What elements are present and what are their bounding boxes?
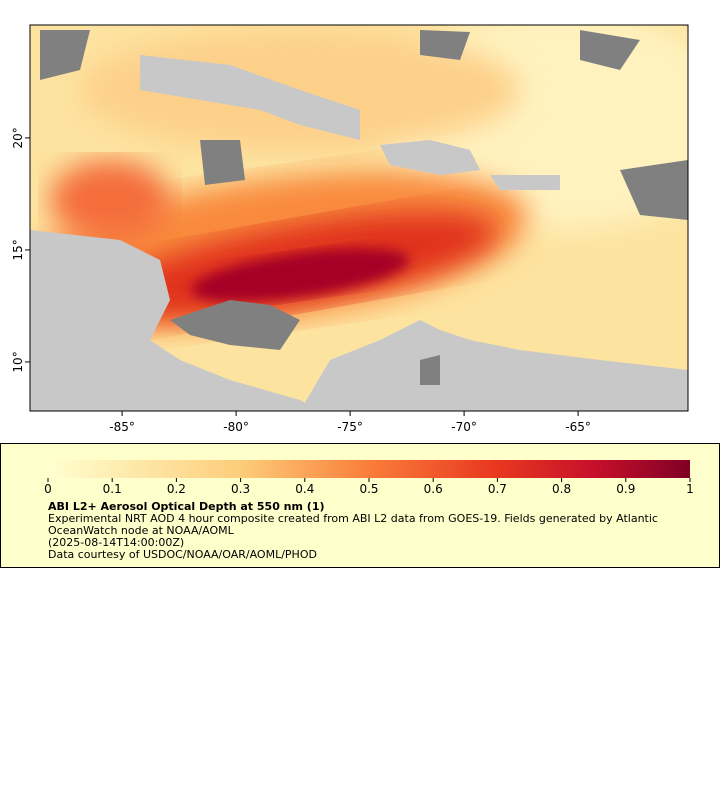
legend-title: ABI L2+ Aerosol Optical Depth at 550 nm … [48, 500, 325, 513]
legend-panel: 0 0.1 0.2 0.3 0.4 0.5 0.6 0.7 0.8 0.9 1 ABI L2+ Ae… [0, 443, 720, 568]
colorbar-tick-label: 0.7 [488, 482, 507, 494]
colorbar-gradient [48, 460, 690, 478]
x-tick-label: -75° [337, 420, 363, 434]
colorbar-tick-label: 1 [686, 482, 694, 494]
y-tick-label: 20° [11, 127, 25, 148]
x-tick-label: -65° [565, 420, 591, 434]
colorbar-tick-label: 0.2 [167, 482, 186, 494]
x-tick-label: -85° [109, 420, 135, 434]
colorbar-tick-label: 0.9 [616, 482, 635, 494]
colorbar-tick-label: 0.1 [103, 482, 122, 494]
colorbar-tick-label: 0.5 [359, 482, 378, 494]
legend-time: (2025-08-14T14:00:00Z) [48, 536, 185, 549]
x-tick-label: -80° [223, 420, 249, 434]
map-frame [29, 24, 689, 412]
legend-description: Experimental NRT AOD 4 hour composite cr… [48, 512, 658, 537]
colorbar: 0 0.1 0.2 0.3 0.4 0.5 0.6 0.7 0.8 0.9 1 [44, 460, 694, 494]
map: -85° -80° -75° -70° -65° 10° 15° 20° [11, 24, 689, 434]
colorbar-tick-label: 0 [44, 482, 52, 494]
legend-credit: Data courtesy of USDOC/NOAA/OAR/AOML/PHO… [48, 548, 317, 561]
colorbar-tick-label: 0.6 [424, 482, 443, 494]
y-tick-label: 10° [11, 351, 25, 372]
y-tick-label: 15° [11, 239, 25, 260]
colorbar-tick-label: 0.4 [295, 482, 314, 494]
colorbar-tick-label: 0.8 [552, 482, 571, 494]
map-image [30, 25, 688, 411]
colorbar-tick-label: 0.3 [231, 482, 250, 494]
x-tick-label: -70° [451, 420, 477, 434]
